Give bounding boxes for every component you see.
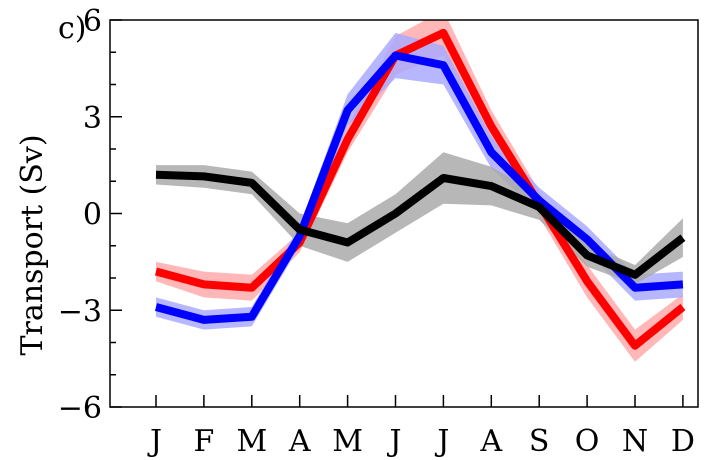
y-tick-label--6: −6 (58, 391, 102, 426)
x-tick-label-0: J (147, 424, 162, 459)
x-tick-label-1: F (193, 424, 214, 459)
x-tick-label-6: J (434, 424, 449, 459)
x-tick-label-10: N (622, 424, 648, 459)
panel-label: c) (58, 11, 87, 46)
y-axis-label: Transport (Sv) (15, 134, 50, 355)
x-tick-label-9: O (575, 424, 600, 459)
band-series-1 (156, 20, 683, 362)
line-series-3 (155, 170, 686, 279)
line-series-1 (154, 28, 686, 350)
x-tick-label-2: M (236, 424, 267, 459)
y-tick-label-0: 0 (83, 198, 102, 233)
x-tick-label-3: A (288, 424, 311, 459)
y-tick-label-3: 3 (83, 101, 102, 136)
series-lines (154, 28, 686, 350)
x-tick-label-11: D (671, 424, 695, 459)
x-tick-label-4: M (332, 424, 363, 459)
line-series-2 (154, 51, 684, 324)
x-tick-label-7: A (479, 424, 502, 459)
y-tick-label--3: −3 (58, 294, 102, 329)
y-tick-label-6: 6 (83, 4, 102, 39)
x-tick-label-5: J (386, 424, 401, 459)
x-tick-label-8: S (529, 424, 550, 459)
y-axis-ticks: −6 −3 0 3 6 (58, 4, 122, 426)
band-series-3 (156, 152, 683, 285)
